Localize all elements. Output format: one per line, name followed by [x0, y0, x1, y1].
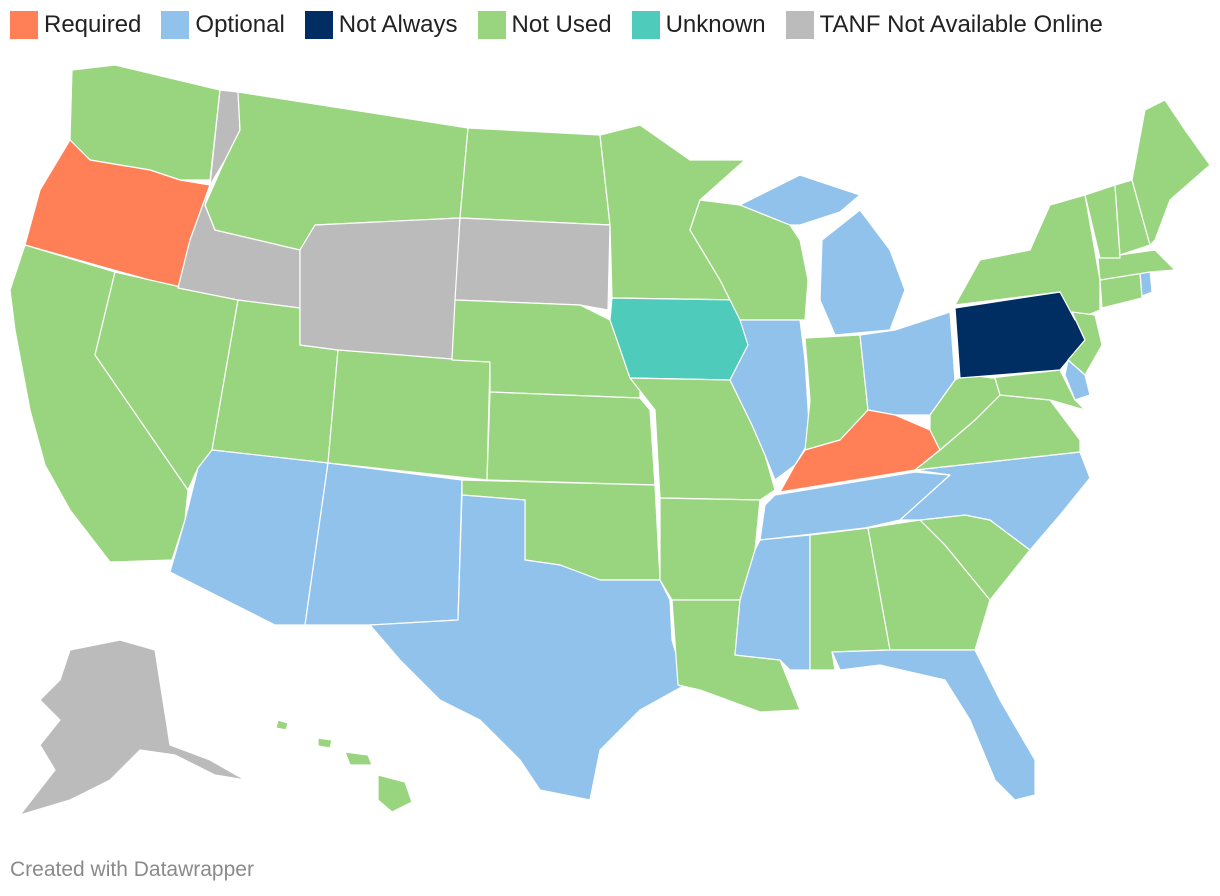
state-vt[interactable] — [1084, 184, 1121, 259]
legend-swatch-not-online — [785, 11, 814, 39]
state-ny[interactable] — [954, 194, 1101, 321]
legend-item-not-used: Not Used — [477, 11, 612, 39]
legend-swatch-unknown — [631, 11, 660, 39]
state-il[interactable] — [729, 319, 811, 481]
legend-label-not-always: Not Always — [338, 11, 458, 38]
state-tx[interactable] — [369, 494, 686, 801]
state-pa[interactable] — [954, 291, 1086, 379]
legend-item-optional: Optional — [161, 11, 285, 39]
state-md[interactable] — [989, 369, 1086, 411]
state-mi-upper[interactable] — [739, 174, 861, 226]
legend-swatch-required — [10, 11, 38, 39]
state-nc[interactable] — [899, 451, 1091, 551]
legend-label-optional: Optional — [195, 11, 285, 38]
state-ia[interactable] — [609, 297, 749, 381]
state-fl[interactable] — [831, 649, 1036, 801]
state-hi-3[interactable] — [344, 751, 373, 766]
legend-item-not-always: Not Always — [304, 11, 458, 39]
state-ks[interactable] — [486, 391, 656, 486]
state-tn[interactable] — [759, 471, 951, 541]
legend-swatch-optional — [161, 11, 190, 39]
state-me[interactable] — [1131, 99, 1211, 246]
legend-item-required: Required — [10, 11, 141, 39]
legend-swatch-not-used — [477, 11, 506, 39]
legend-swatch-not-always — [304, 11, 333, 39]
state-de[interactable] — [1064, 359, 1091, 401]
state-mi[interactable] — [819, 209, 906, 336]
legend-label-not-online: TANF Not Available Online — [819, 11, 1103, 38]
state-nd[interactable] — [459, 127, 611, 226]
state-co[interactable] — [327, 349, 491, 481]
state-ak[interactable] — [19, 639, 246, 816]
state-hi-2[interactable] — [317, 737, 333, 749]
legend-label-unknown: Unknown — [665, 11, 766, 38]
state-wy[interactable] — [299, 217, 461, 361]
state-hi-4[interactable] — [377, 774, 413, 813]
legend-label-required: Required — [44, 11, 142, 38]
state-hi-1[interactable] — [275, 719, 289, 731]
legend-item-unknown: Unknown — [631, 11, 766, 39]
credit-footer: Created with Datawrapper — [10, 858, 254, 881]
legend-label-not-used: Not Used — [511, 11, 612, 38]
map-legend: Required Optional Not Always Not Used Un… — [10, 11, 1103, 39]
state-sd[interactable] — [454, 217, 611, 311]
state-nm[interactable] — [304, 462, 463, 626]
legend-item-not-online: TANF Not Available Online — [785, 11, 1103, 39]
